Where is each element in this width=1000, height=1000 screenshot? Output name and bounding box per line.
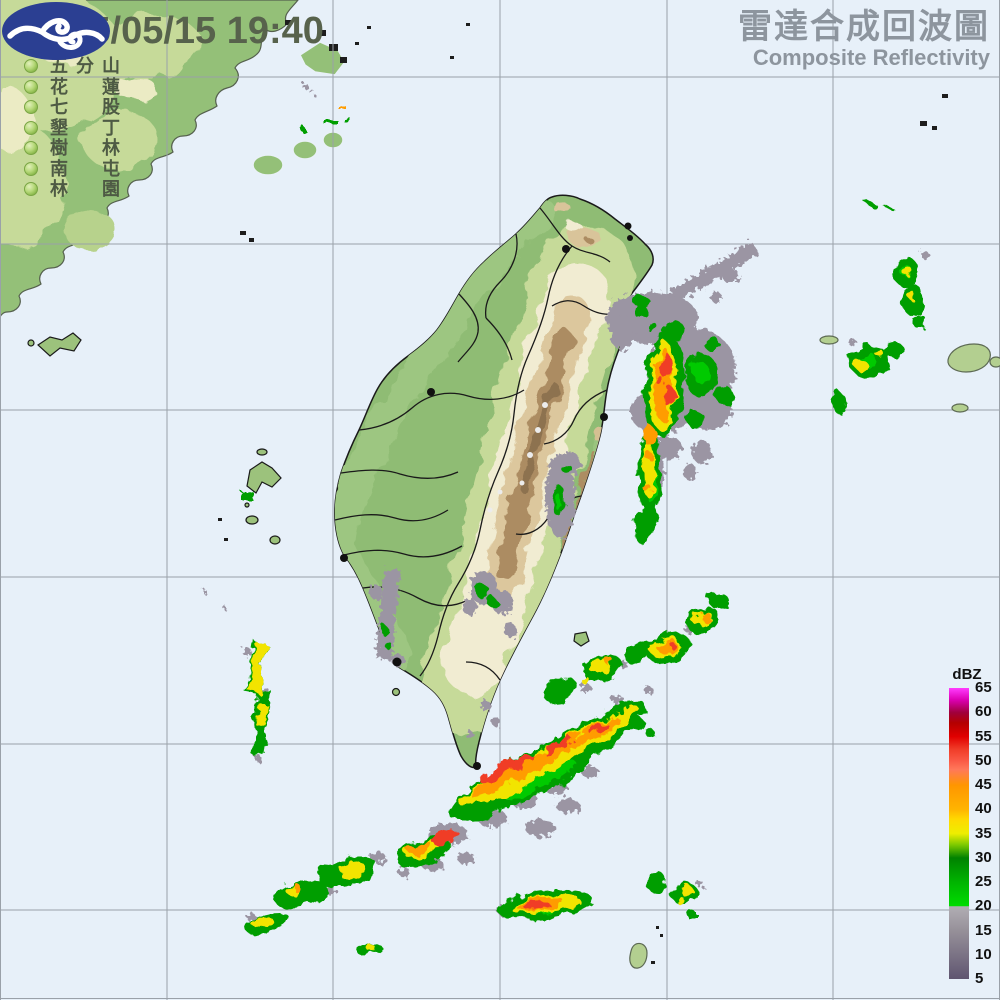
station-bullet-icon (24, 59, 38, 74)
page-subtitle: Composite Reflectivity (752, 44, 990, 70)
colorbar-gradient (949, 688, 969, 979)
station-row: 林園 (24, 179, 120, 200)
cwa-logo-icon (2, 2, 110, 60)
station-legend: 五分山 花蓮 七股 墾丁 樹林 南屯 林園 (24, 56, 120, 200)
station-row: 南屯 (24, 159, 120, 180)
station-label: 墾 (50, 117, 68, 138)
title-block: 雷達合成回波圖 Composite Reflectivity (738, 8, 990, 70)
station-label: 花 (50, 76, 68, 97)
station-bullet-icon (24, 100, 38, 115)
echo-red-layer (432, 353, 675, 910)
taiwan-island (334, 194, 654, 769)
station-row: 樹林 (24, 138, 120, 159)
station-bullet-icon (24, 182, 38, 197)
colorbar-unit-label: dBZ (952, 666, 982, 683)
station-label: 南 (50, 158, 68, 179)
station-label: 樹 (50, 138, 68, 159)
city-dots (340, 222, 633, 770)
japan-philippine-islands (629, 335, 1000, 969)
station-label: 五 (50, 56, 68, 77)
station-bullet-icon (24, 79, 38, 94)
station-bullet-icon (24, 161, 38, 176)
station-label: 七 (50, 97, 68, 118)
station-bullet-icon (24, 120, 38, 135)
mountain-peaks (487, 402, 548, 513)
station-bullet-icon (24, 141, 38, 156)
station-label: 林 (50, 179, 68, 200)
dbz-colorbar: dBZ 65 60 55 50 45 40 35 30 25 20 15 10 … (944, 666, 1000, 987)
taiwan-terrain (334, 197, 635, 735)
station-row: 花蓮 (24, 77, 120, 98)
station-row: 七股 (24, 97, 120, 118)
colorbar-ticks: 65 60 55 50 45 40 35 30 25 20 15 10 5 (975, 679, 992, 987)
page-title: 雷達合成回波圖 (738, 8, 990, 46)
station-row: 五分山 (24, 56, 120, 77)
outlying-islands (27, 332, 602, 745)
station-row: 墾丁 (24, 118, 120, 139)
